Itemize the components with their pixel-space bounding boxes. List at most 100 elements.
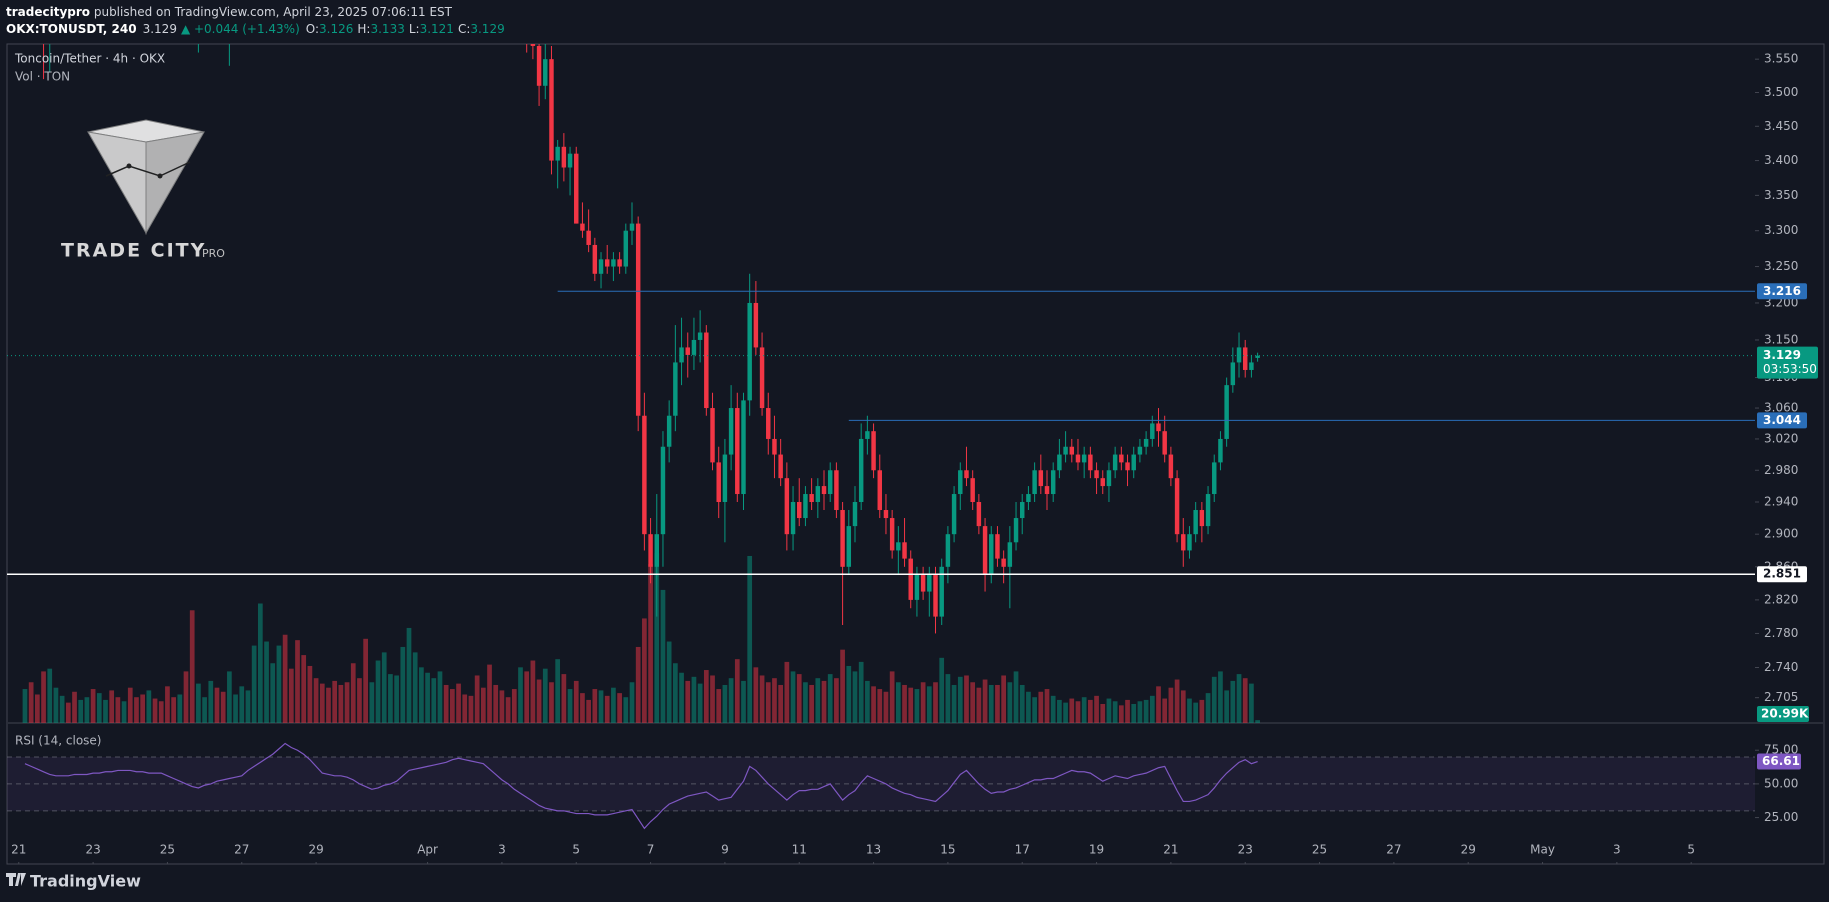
candle-body bbox=[920, 575, 926, 592]
volume-label-box bbox=[1757, 706, 1809, 722]
y-tick-label: 3.060 bbox=[1764, 401, 1798, 415]
volume-bar bbox=[103, 699, 108, 723]
volume-bar bbox=[542, 668, 548, 723]
volume-bar bbox=[406, 627, 412, 723]
volume-bar bbox=[772, 678, 777, 723]
chart-title: Toncoin/Tether · 4h · OKX bbox=[14, 52, 165, 66]
volume-bar bbox=[1205, 693, 1211, 723]
candle-body bbox=[964, 470, 969, 479]
level-label-box bbox=[1757, 566, 1807, 583]
volume-bar bbox=[381, 652, 387, 723]
volume-bar bbox=[301, 655, 307, 723]
volume-bar bbox=[1137, 701, 1143, 723]
volume-bar bbox=[951, 684, 957, 723]
volume-bar bbox=[257, 603, 263, 723]
volume-bar bbox=[666, 641, 672, 723]
volume-bar bbox=[1094, 695, 1099, 723]
volume-bar bbox=[140, 694, 146, 723]
volume-bar bbox=[505, 697, 511, 723]
volume-bar bbox=[710, 675, 715, 723]
candle-body bbox=[617, 259, 622, 267]
x-tick-label: 5 bbox=[572, 843, 580, 857]
candle-body bbox=[1081, 454, 1087, 463]
candle-body bbox=[1242, 347, 1248, 370]
volume-bar bbox=[511, 689, 517, 723]
x-tick-label: 13 bbox=[866, 843, 881, 857]
candle-body bbox=[871, 431, 876, 471]
candle-body bbox=[1013, 518, 1019, 543]
candle-body bbox=[858, 438, 864, 503]
volume-bar bbox=[611, 687, 616, 723]
volume-bar bbox=[672, 663, 678, 723]
candle-body bbox=[927, 575, 932, 592]
volume-bar bbox=[1063, 702, 1068, 723]
volume-bar bbox=[728, 678, 734, 723]
y-tick-label: 2.900 bbox=[1764, 527, 1798, 541]
volume-bar bbox=[412, 652, 418, 723]
rsi-y-tick-label: 75.00 bbox=[1764, 743, 1798, 757]
candle-body bbox=[914, 575, 920, 600]
x-tick-label: 3 bbox=[498, 843, 506, 857]
candle-body bbox=[1168, 454, 1174, 479]
volume-bar bbox=[1149, 695, 1155, 723]
volume-bar bbox=[177, 694, 183, 723]
rsi-y-tick-label: 50.00 bbox=[1764, 776, 1798, 790]
volume-bar bbox=[313, 678, 319, 723]
volume-bar bbox=[827, 674, 833, 723]
volume-bar bbox=[1162, 698, 1168, 723]
logo-dot bbox=[126, 163, 132, 169]
current-price-label: 3.129 bbox=[1763, 348, 1801, 362]
volume-bar bbox=[561, 674, 567, 723]
volume-bar bbox=[41, 671, 46, 723]
volume-bar bbox=[431, 678, 437, 723]
rsi-y-tick-label: 25.00 bbox=[1764, 810, 1798, 824]
volume-bar bbox=[134, 697, 139, 723]
candle-body bbox=[821, 486, 827, 495]
last-price: 3.129 bbox=[143, 22, 177, 36]
rsi-legend: RSI (14, close) bbox=[15, 734, 101, 748]
volume-bar bbox=[821, 680, 827, 723]
logo-shape bbox=[145, 131, 205, 235]
candle-body bbox=[933, 575, 938, 617]
volume-bar bbox=[679, 672, 684, 723]
volume-bar bbox=[276, 645, 282, 723]
candle-body bbox=[685, 347, 690, 355]
volume-bar bbox=[549, 682, 554, 723]
candle-body bbox=[1199, 510, 1205, 527]
volume-bar bbox=[288, 668, 294, 723]
candle-body bbox=[883, 510, 889, 519]
x-tick-label: 7 bbox=[647, 843, 655, 857]
author: tradecitypro bbox=[6, 5, 90, 19]
volume-bar bbox=[778, 684, 784, 723]
candle-body bbox=[1100, 478, 1105, 487]
ohlc-label: L: bbox=[409, 22, 420, 36]
volume-bar bbox=[264, 641, 269, 723]
volume-bar bbox=[1007, 682, 1013, 723]
candle-body bbox=[1193, 510, 1198, 535]
volume-bar bbox=[889, 671, 895, 723]
level-label-box bbox=[1757, 412, 1807, 429]
y-tick-label: 3.500 bbox=[1764, 85, 1798, 99]
candle-body bbox=[1094, 470, 1099, 479]
x-tick-label: 23 bbox=[85, 843, 100, 857]
volume-bar bbox=[363, 638, 368, 723]
candle-body bbox=[1001, 558, 1006, 567]
volume-bar bbox=[840, 649, 845, 723]
candle-body bbox=[896, 542, 901, 551]
volume-bar bbox=[462, 694, 468, 723]
volume-bar bbox=[1193, 702, 1199, 723]
volume-bar bbox=[586, 699, 591, 723]
candle-body bbox=[1143, 438, 1149, 447]
volume-bar bbox=[1143, 699, 1149, 723]
volume-bar bbox=[648, 564, 653, 723]
volume-bar bbox=[1230, 680, 1236, 723]
volume-bar bbox=[654, 553, 660, 723]
candle-body bbox=[1255, 355, 1260, 358]
x-tick-label: 9 bbox=[721, 843, 729, 857]
symbol-line: OKX:TONUSDT, 240 3.129 ▲ +0.044 (+1.43%) O:… bbox=[6, 22, 505, 36]
volume-bar bbox=[456, 683, 461, 723]
price-pane bbox=[22, 44, 1260, 723]
candle-body bbox=[772, 438, 777, 455]
volume-bar bbox=[617, 693, 622, 723]
candle-body bbox=[809, 494, 814, 503]
